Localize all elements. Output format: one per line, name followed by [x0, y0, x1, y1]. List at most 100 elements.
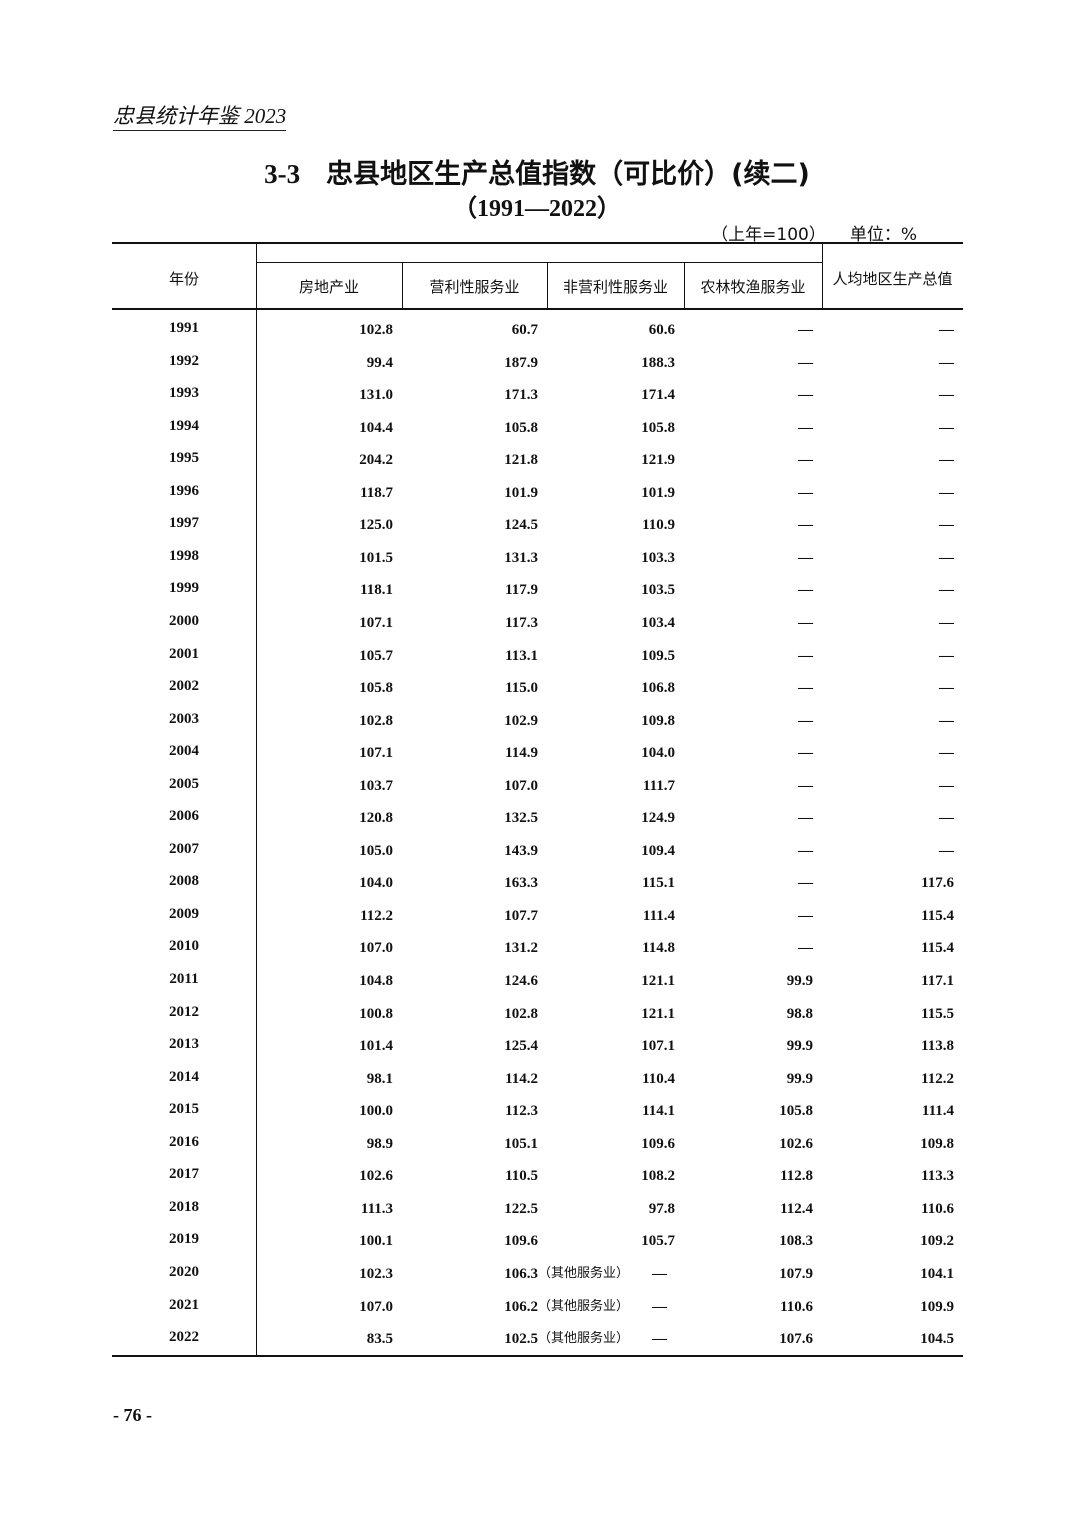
- cell-value: 112.8: [780, 1168, 813, 1185]
- cell-profit-services: 122.5: [438, 1193, 538, 1225]
- cell-value: 122.5: [504, 1200, 538, 1217]
- cell-value: 117.1: [921, 973, 954, 989]
- table-title: 忠县地区生产总值指数（可比价）(续二): [326, 159, 810, 190]
- cell-value: 110.6: [780, 1298, 813, 1315]
- cell-value: 108.3: [779, 1233, 813, 1250]
- cell-value: —: [939, 549, 954, 566]
- cell-value: 101.9: [504, 484, 538, 501]
- cell-real-estate: 107.0: [293, 932, 393, 964]
- cell-nonprofit-services: 101.9: [575, 477, 675, 509]
- table-row: 1991 102.8 60.7 60.6 — —: [112, 314, 963, 346]
- cell-year: 2002: [169, 678, 199, 695]
- cell-value: 109.2: [920, 1233, 954, 1250]
- table-row: 1997 125.0 124.5 110.9 — —: [112, 509, 963, 541]
- table-row: 2008 104.0 163.3 115.1 — 117.6: [112, 867, 963, 899]
- cell-value: —: [939, 842, 954, 859]
- cell-value: 187.9: [504, 354, 538, 371]
- cell-value: —: [939, 745, 954, 762]
- cell-real-estate: 101.4: [293, 1030, 393, 1062]
- cell-real-estate: 102.3: [293, 1258, 393, 1290]
- cell-nonprofit-services: —: [567, 1258, 667, 1290]
- cell-year: 1991: [169, 320, 199, 336]
- cell-real-estate: 102.8: [293, 705, 393, 737]
- cell-value: 113.1: [505, 647, 538, 664]
- cell-value: 104.5: [920, 1331, 954, 1348]
- cell-value: 99.9: [786, 1070, 813, 1087]
- cell-year: 2018: [169, 1198, 199, 1215]
- cell-value: 99.9: [786, 1038, 813, 1055]
- cell-gdp-per-capita: —: [854, 640, 954, 672]
- table-row: 2011 104.8 124.6 121.1 99.9 117.1: [112, 965, 963, 997]
- cell-value: 114.1: [642, 1103, 675, 1120]
- cell-real-estate: 105.7: [293, 640, 393, 672]
- cell-nonprofit-services: 114.8: [575, 932, 675, 964]
- header-sub-rule: [256, 262, 822, 263]
- cell-nonprofit-services: 107.1: [575, 1030, 675, 1062]
- cell-value: 113.8: [921, 1038, 954, 1055]
- cell-value: 97.8: [648, 1200, 675, 1217]
- cell-gdp-per-capita: 115.4: [854, 900, 954, 932]
- cell-agri-services: 110.6: [713, 1291, 813, 1323]
- cell-value: 108.2: [641, 1168, 675, 1185]
- cell-real-estate: 83.5: [293, 1323, 393, 1355]
- cell-value: 107.1: [641, 1038, 675, 1055]
- cell-value: —: [798, 680, 813, 697]
- page-title: 3-3 忠县地区生产总值指数（可比价）(续二): [0, 152, 1074, 191]
- year-column-divider: [256, 244, 257, 1355]
- table-top-rule: [112, 242, 963, 244]
- cell-value: 103.3: [641, 549, 675, 566]
- cell-agri-services: 99.9: [713, 1063, 813, 1095]
- cell-year: 1997: [169, 515, 199, 532]
- cell-nonprofit-services: 109.6: [575, 1128, 675, 1160]
- table-row: 2013 101.4 125.4 107.1 99.9 113.8: [112, 1030, 963, 1062]
- cell-value: 114.2: [505, 1070, 538, 1087]
- cell-value: 115.4: [921, 907, 954, 924]
- cell-value: 105.0: [359, 842, 393, 859]
- cell-value: 102.9: [504, 712, 538, 729]
- cell-value: 101.9: [641, 484, 675, 501]
- cell-year: 2005: [169, 775, 199, 792]
- cell-profit-services: 163.3: [438, 867, 538, 899]
- cell-value: —: [798, 354, 813, 371]
- cell-nonprofit-services: 108.2: [575, 1160, 675, 1192]
- cell-profit-services: 131.2: [438, 932, 538, 964]
- cell-gdp-per-capita: —: [854, 737, 954, 769]
- cell-value: 124.6: [504, 973, 538, 989]
- cell-value: —: [798, 419, 813, 436]
- table-row: 2021 107.0 106.2 （其他服务业） — 110.6 109.9: [112, 1291, 963, 1323]
- cell-value: 99.4: [366, 354, 393, 371]
- cell-value: 98.8: [786, 1005, 813, 1022]
- cell-value: 110.6: [921, 1200, 954, 1217]
- cell-gdp-per-capita: 104.1: [854, 1258, 954, 1290]
- cell-agri-services: —: [713, 640, 813, 672]
- table-row: 1993 131.0 171.3 171.4 — —: [112, 379, 963, 411]
- cell-value: 118.7: [360, 484, 393, 501]
- table-row: 2004 107.1 114.9 104.0 — —: [112, 737, 963, 769]
- cell-gdp-per-capita: 115.4: [854, 932, 954, 964]
- table-row: 1992 99.4 187.9 188.3 — —: [112, 347, 963, 379]
- cell-year: 2022: [169, 1329, 199, 1346]
- cell-year: 2016: [169, 1133, 199, 1150]
- cell-year: 2013: [169, 1036, 199, 1053]
- table-row: 2007 105.0 143.9 109.4 — —: [112, 835, 963, 867]
- table-row: 2001 105.7 113.1 109.5 — —: [112, 640, 963, 672]
- cell-value: —: [798, 517, 813, 534]
- cell-real-estate: 100.8: [293, 998, 393, 1030]
- table-row: 1994 104.4 105.8 105.8 — —: [112, 412, 963, 444]
- cell-agri-services: 108.3: [713, 1225, 813, 1257]
- cell-profit-services: 187.9: [438, 347, 538, 379]
- cell-value: 125.0: [359, 517, 393, 534]
- cell-value: 60.7: [511, 322, 538, 338]
- cell-real-estate: 112.2: [293, 900, 393, 932]
- cell-nonprofit-services: 121.1: [575, 998, 675, 1030]
- header-divider: [822, 244, 823, 308]
- cell-nonprofit-services: 111.7: [575, 770, 675, 802]
- table-row: 2022 83.5 102.5 （其他服务业） — 107.6 104.5: [112, 1323, 963, 1355]
- cell-value: —: [939, 517, 954, 534]
- unit-label: 单位：%: [849, 225, 917, 245]
- cell-value: 98.1: [366, 1070, 393, 1087]
- cell-nonprofit-services: 105.7: [575, 1225, 675, 1257]
- unit-line: （上年=100） 单位：%: [711, 220, 917, 245]
- cell-real-estate: 104.0: [293, 867, 393, 899]
- cell-gdp-per-capita: 112.2: [854, 1063, 954, 1095]
